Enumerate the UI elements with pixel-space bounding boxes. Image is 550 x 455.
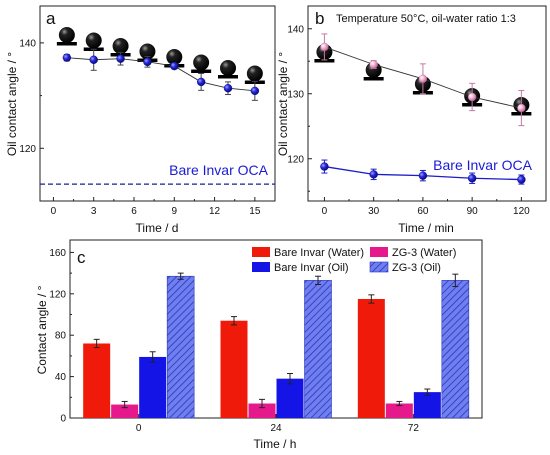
oil-droplet-icon: [193, 54, 210, 71]
data-point: [143, 57, 152, 67]
oil-droplet-icon: [166, 49, 183, 65]
series-line: [66, 57, 255, 92]
y-tick-label: 80: [55, 331, 67, 342]
data-point: [196, 77, 206, 87]
y-tick-label: 120: [49, 289, 66, 300]
panel-b-text-label: Bare Invar OCA: [433, 157, 532, 173]
x-tick-label: 24: [270, 423, 282, 434]
panel-b-ylabel: Oil contact angle / °: [276, 52, 290, 156]
panel-a-label: a: [46, 9, 56, 28]
bar: [139, 356, 167, 418]
panel-a-reference-label: Bare Invar OCA: [169, 162, 268, 178]
bar: [413, 392, 441, 418]
data-point: [320, 162, 329, 171]
oil-droplet-icon: [85, 32, 102, 49]
y-tick-label: 130: [287, 89, 304, 100]
data-point: [467, 92, 477, 102]
panel-a: a Time / d Oil contact angle / ° Bare In…: [5, 5, 276, 235]
legend-entry: Bare Invar (Water): [274, 247, 364, 259]
panel-c-xlabel: Time / h: [254, 437, 297, 451]
substrate-bar: [218, 75, 238, 79]
droplet-image: [56, 27, 77, 46]
legend-entry: ZG-3 (Water): [392, 247, 456, 259]
data-point: [517, 103, 526, 113]
data-point: [116, 54, 125, 63]
droplet-image: [218, 60, 238, 79]
legend-swatch: [370, 247, 388, 257]
oil-droplet-icon: [58, 27, 75, 43]
x-tick-label: 120: [513, 206, 530, 217]
x-tick-label: 30: [368, 206, 380, 217]
y-tick-label: 160: [49, 248, 66, 259]
x-tick-label: 72: [408, 423, 420, 434]
x-tick-label: 15: [249, 206, 261, 217]
x-tick-label: 12: [209, 206, 221, 217]
data-point: [223, 84, 233, 93]
data-point: [369, 170, 378, 179]
y-tick-label: 40: [55, 372, 67, 383]
data-point: [62, 53, 72, 62]
legend-entry: ZG-3 (Oil): [392, 262, 441, 274]
bar: [385, 403, 413, 418]
y-tick-label: 120: [19, 144, 36, 155]
y-tick-label: 120: [287, 154, 304, 165]
panel-b-xlabel: Time / min: [398, 221, 454, 235]
substrate-bar: [56, 42, 77, 46]
data-point: [467, 174, 477, 183]
panel-b-annotation: Temperature 50°C, oil-water ratio 1:3: [336, 13, 516, 25]
x-tick-label: 9: [172, 206, 178, 217]
droplet-image: [83, 32, 104, 51]
bar: [441, 280, 470, 419]
data-point: [418, 74, 428, 84]
panel-b-frame: [307, 5, 547, 202]
x-tick-label: 3: [91, 206, 97, 217]
x-tick-label: 90: [467, 206, 479, 217]
legend-entry: Bare Invar (Oil): [274, 262, 349, 274]
panel-b: b Temperature 50°C, oil-water ratio 1:3 …: [276, 5, 547, 235]
oil-droplet-icon: [246, 65, 263, 82]
oil-droplet-icon: [139, 43, 156, 60]
panel-b-label: b: [315, 9, 324, 28]
bar: [220, 320, 248, 418]
data-point: [517, 175, 526, 184]
bar: [166, 275, 195, 419]
bar: [276, 378, 304, 418]
substrate-bar: [191, 69, 212, 73]
y-tick-label: 0: [60, 414, 66, 425]
panel-c: c Time / h Contact angle / ° 0 40 80 120 160…: [35, 239, 483, 451]
bar: [111, 404, 139, 418]
panel-a-ylabel: Oil contact angle / °: [5, 52, 19, 156]
data-point: [89, 55, 98, 64]
panel-c-legend: Bare Invar (Water) ZG-3 (Water) Bare Invar…: [252, 247, 456, 274]
panel-c-ylabel: Contact angle / °: [35, 285, 49, 374]
panel-a-xlabel: Time / d: [136, 221, 179, 235]
droplet-image: [191, 54, 212, 73]
substrate-bar: [363, 77, 384, 81]
bar: [304, 280, 332, 419]
legend-swatch: [252, 247, 270, 257]
data-point: [369, 60, 378, 69]
data-point: [250, 86, 260, 96]
panel-c-label: c: [77, 248, 86, 267]
x-tick-label: 0: [322, 206, 328, 217]
x-tick-label: 0: [51, 206, 57, 217]
legend-swatch: [369, 261, 389, 273]
x-tick-label: 60: [417, 206, 429, 217]
legend-swatch: [252, 262, 270, 272]
bar: [83, 343, 111, 418]
panel-a-frame: [39, 5, 276, 202]
y-tick-label: 140: [19, 38, 36, 49]
y-tick-label: 140: [287, 24, 304, 35]
bar: [248, 403, 276, 418]
data-point: [418, 171, 428, 180]
oil-droplet-icon: [220, 60, 236, 76]
oil-droplet-icon: [112, 38, 129, 54]
data-point: [170, 61, 179, 71]
x-tick-label: 6: [131, 206, 137, 217]
substrate-bar: [314, 59, 335, 63]
bar: [357, 298, 385, 418]
x-tick-label: 0: [136, 423, 142, 434]
data-point: [320, 42, 329, 52]
